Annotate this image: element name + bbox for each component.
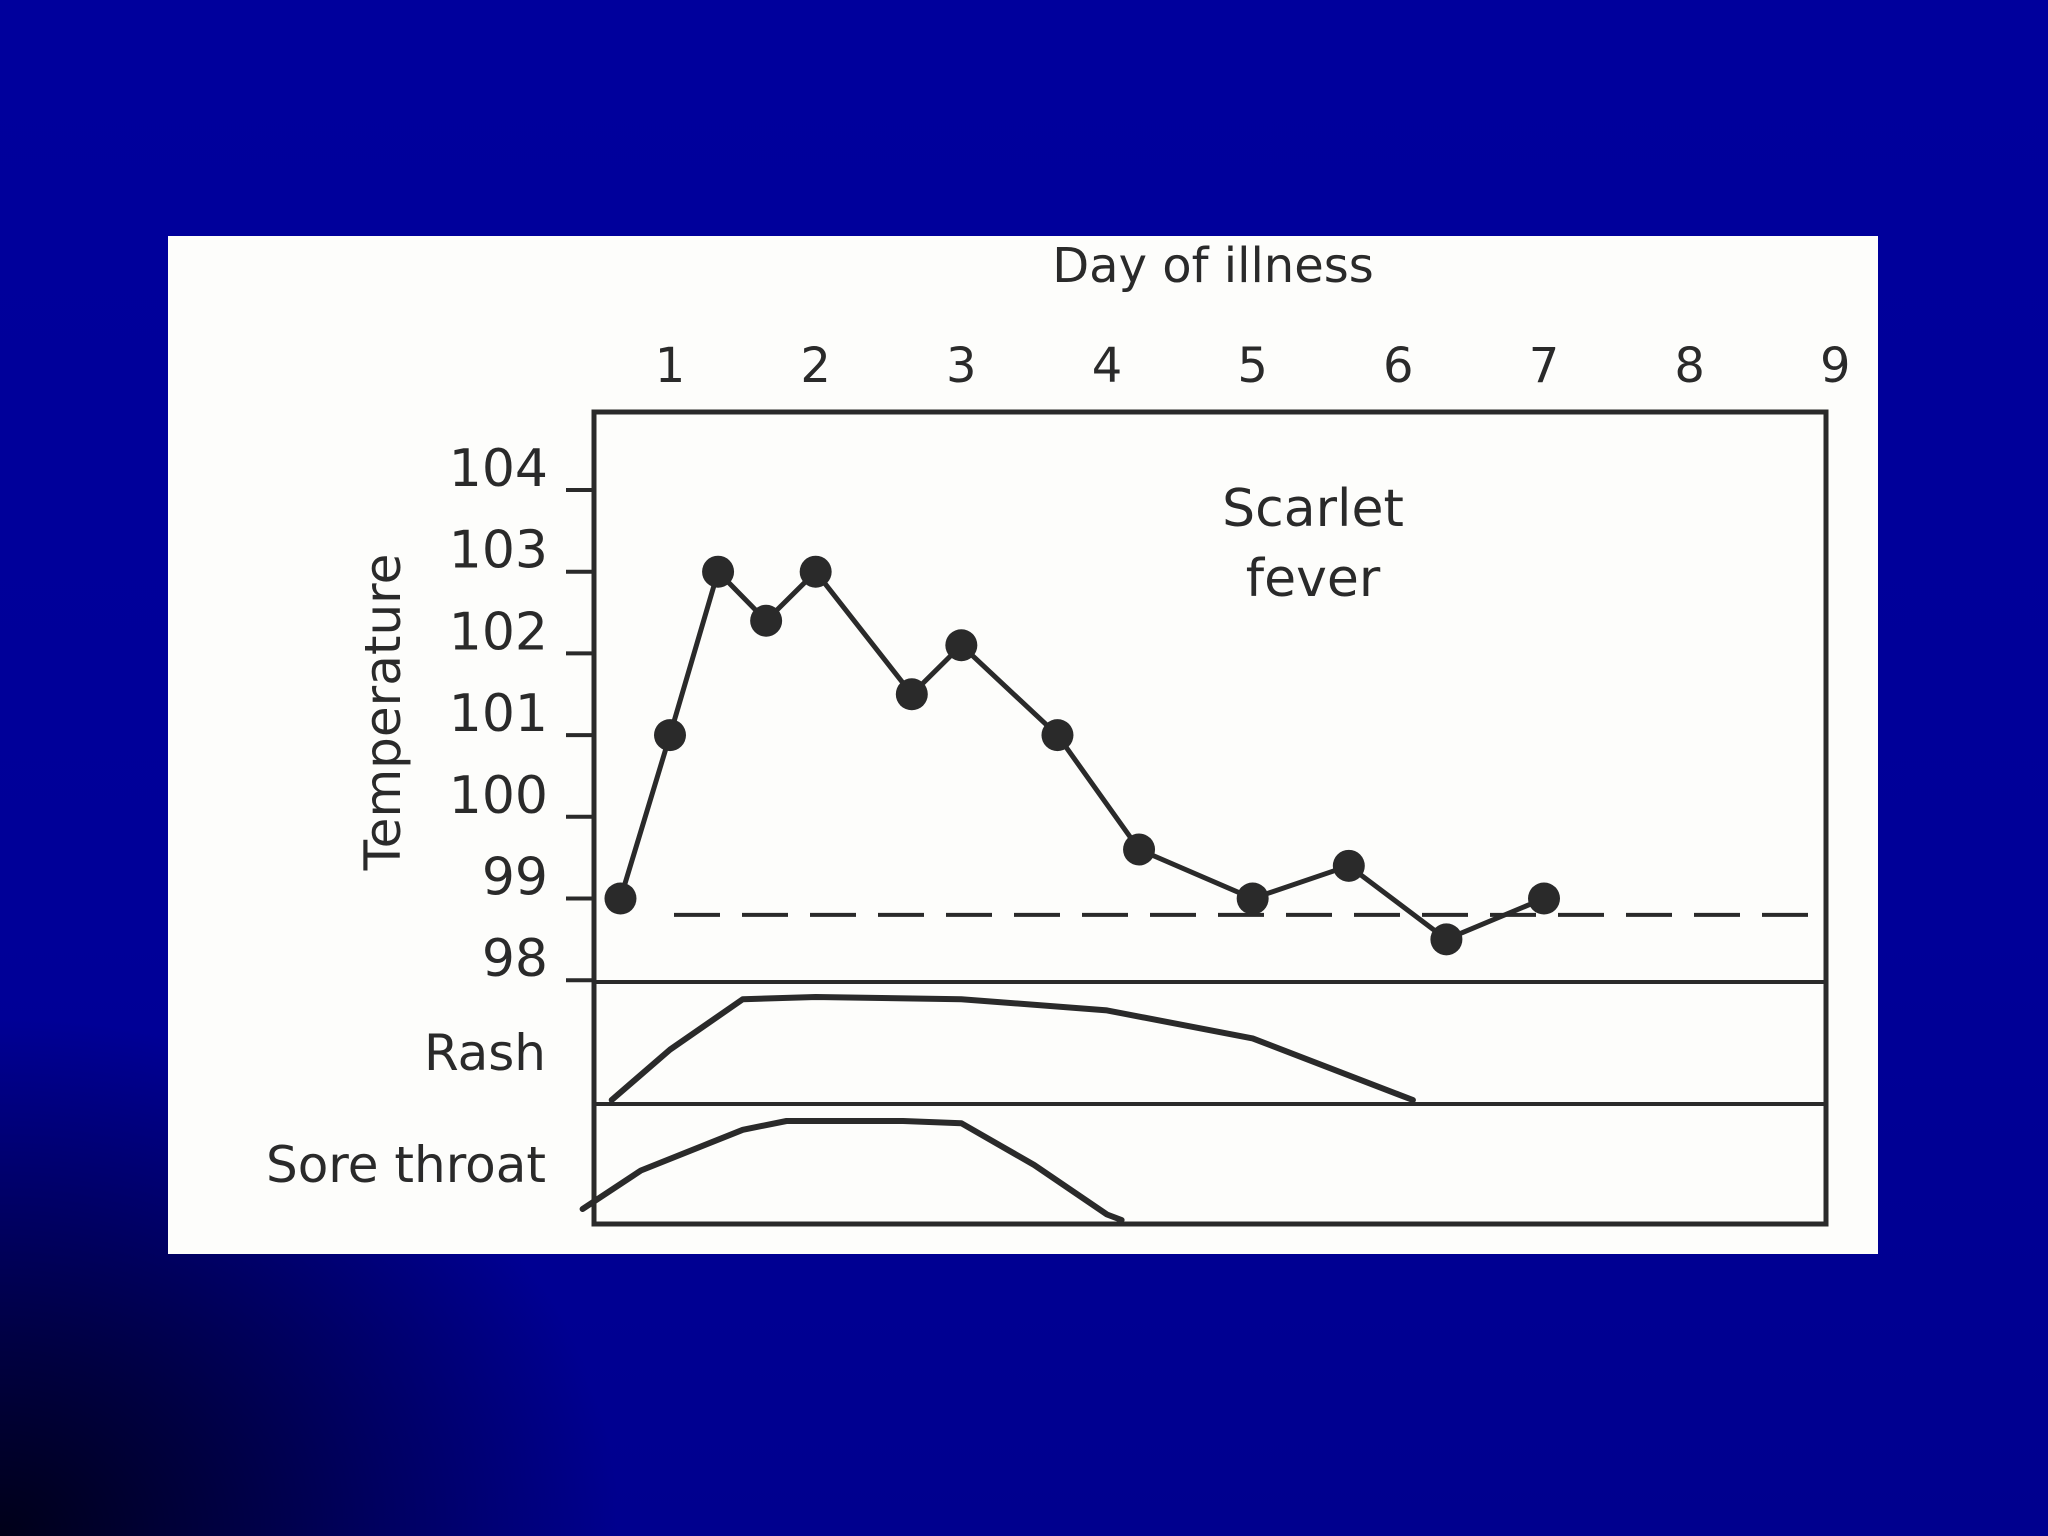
temperature-point: [945, 629, 978, 662]
temperature-chart: Day of illness12345678910104103102101100…: [266, 238, 1851, 1227]
temperature-point: [895, 678, 928, 711]
sore-throat-label: Sore throat: [266, 1136, 546, 1194]
x-tick-label: 7: [1529, 338, 1560, 394]
temperature-point: [799, 555, 832, 588]
y-tick-label: 98: [482, 929, 548, 989]
y-tick-label: 101: [449, 684, 548, 744]
temperature-point: [702, 555, 735, 588]
temperature-point: [604, 882, 637, 915]
y-tick-label: 99: [482, 848, 548, 908]
x-tick-label: 5: [1237, 338, 1268, 394]
x-tick-label: 4: [1092, 338, 1123, 394]
y-axis-title: Temperature: [354, 554, 412, 872]
chart-annotation: Scarlet: [1222, 479, 1404, 539]
temperature-point: [654, 719, 686, 752]
x-tick-label: 1: [655, 338, 686, 394]
y-tick-label: 104: [449, 439, 548, 499]
x-tick-label: 3: [946, 338, 977, 394]
rash-curve: [608, 994, 1416, 1103]
temperature-point: [1236, 882, 1269, 915]
temperature-point: [750, 604, 783, 637]
x-tick-label: 2: [800, 338, 831, 394]
rash-label: Rash: [424, 1024, 546, 1082]
temperature-point: [1123, 833, 1156, 866]
y-tick-label: 103: [449, 521, 548, 581]
chart-annotation: fever: [1246, 549, 1381, 609]
x-tick-label: 9: [1820, 338, 1851, 394]
x-tick-label: 8: [1674, 338, 1705, 394]
y-tick-label: 100: [449, 766, 548, 826]
x-tick-label: 6: [1383, 338, 1414, 394]
temperature-point: [1430, 923, 1463, 956]
temperature-point: [1041, 719, 1074, 752]
x-axis-title: Day of illness: [1052, 238, 1374, 294]
temperature-point: [1528, 882, 1560, 915]
temperature-point: [1332, 849, 1365, 882]
y-tick-label: 102: [449, 602, 548, 662]
sore-throat-curve: [579, 1118, 1125, 1223]
chart-card: Day of illness12345678910104103102101100…: [168, 236, 1878, 1254]
